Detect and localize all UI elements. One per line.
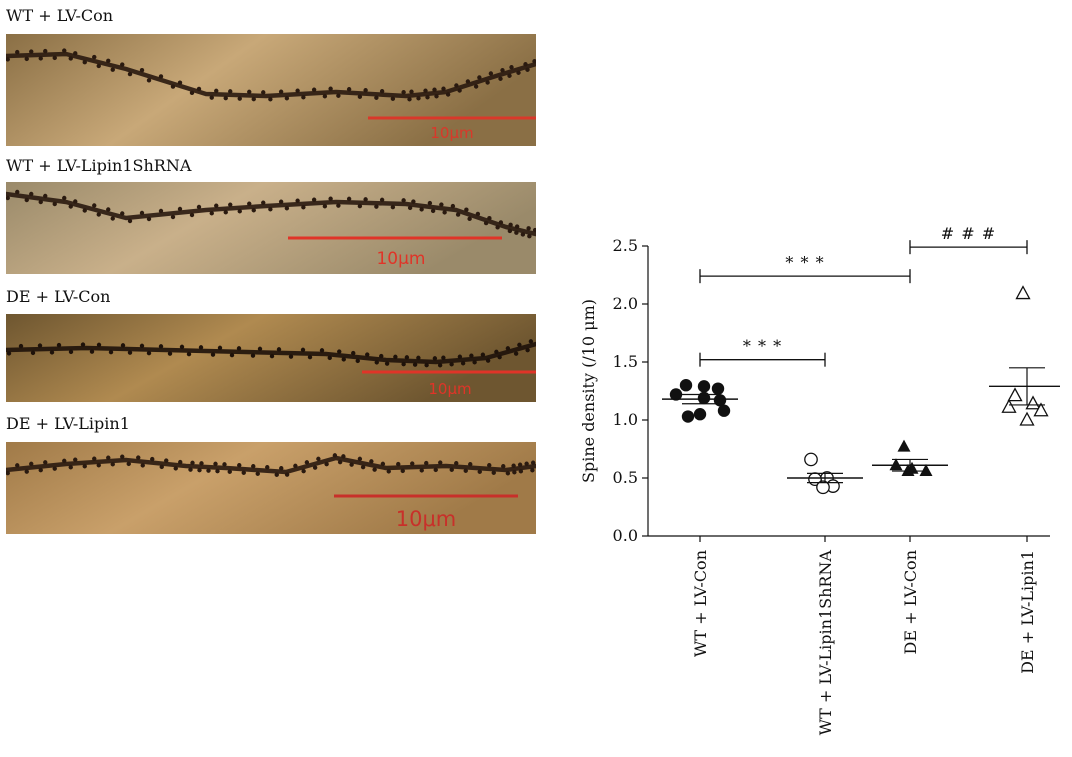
data-point [697, 380, 711, 393]
significance-label: # # # [941, 224, 996, 243]
y-tick-label: 1.5 [613, 352, 638, 371]
y-tick-label: 2.0 [613, 294, 638, 313]
data-point [681, 410, 695, 423]
series-group [662, 379, 738, 423]
data-point [816, 480, 830, 495]
data-point [897, 439, 911, 452]
scale-bar-label: 10μm [428, 380, 471, 398]
significance-label: * * * [785, 253, 824, 272]
y-tick-label: 0.5 [613, 468, 638, 487]
micrograph-wt-shrna: 10μm [6, 182, 536, 274]
dendritic-spines [6, 339, 534, 368]
data-point [1015, 285, 1031, 300]
y-tick-label: 0.0 [613, 526, 638, 545]
data-point [669, 388, 683, 401]
significance-bracket [699, 352, 826, 367]
spine-density-chart: 0.0 0.5 1.0 1.5 2.0 2.5 Spine density (/10 μm)… [579, 224, 1060, 736]
micrograph-background [6, 442, 536, 534]
dendrite [6, 341, 536, 365]
series-group [872, 439, 948, 477]
micrograph-de-con: 10μm [6, 314, 536, 402]
data-point [804, 452, 818, 467]
x-tick-label: DE + LV-Lipin1 [1018, 550, 1037, 674]
micrograph-de-lipin1: 10μm [6, 442, 536, 534]
x-tick-label: WT + LV-Con [691, 550, 710, 657]
dendritic-spines [6, 453, 536, 477]
dendrite [6, 455, 536, 475]
data-point [1007, 387, 1023, 402]
scale-bar-label: 10μm [430, 124, 473, 142]
data-point [1025, 395, 1041, 410]
y-axis-label: Spine density (/10 μm) [579, 299, 598, 483]
x-tick-label: DE + LV-Con [901, 550, 920, 654]
data-point [1033, 402, 1049, 417]
significance-bracket [909, 240, 1028, 255]
panel-label-wt-con: WT + LV-Con [6, 6, 114, 25]
data-point [901, 464, 915, 477]
micrograph-background [6, 182, 536, 274]
data-point [679, 379, 693, 392]
x-tick-label: WT + LV-Lipin1ShRNA [816, 550, 835, 736]
data-point [717, 404, 731, 417]
panel-label-de-lipin1: DE + LV-Lipin1 [6, 414, 130, 433]
scale-bar-label: 10μm [396, 507, 457, 531]
series-group [989, 285, 1060, 426]
significance-label: * * * [743, 337, 782, 356]
micrograph-wt-con: 10μm [6, 34, 536, 146]
data-point [693, 408, 707, 421]
data-point [1019, 411, 1035, 426]
dendritic-spines [6, 189, 536, 239]
series-group [787, 452, 863, 495]
y-tick-label: 1.0 [613, 410, 638, 429]
y-tick-label: 2.5 [613, 236, 638, 255]
data-point [1001, 398, 1017, 413]
panel-label-de-con: DE + LV-Con [6, 287, 111, 306]
data-point [919, 464, 933, 477]
data-point [711, 382, 725, 395]
data-point [889, 458, 903, 471]
panel-label-wt-shrna: WT + LV-Lipin1ShRNA [6, 156, 192, 175]
dendrite [6, 191, 536, 237]
significance-bracket [699, 269, 911, 284]
scale-bar-label: 10μm [376, 249, 425, 269]
dendrite [6, 51, 536, 99]
dendritic-spines [6, 48, 536, 102]
